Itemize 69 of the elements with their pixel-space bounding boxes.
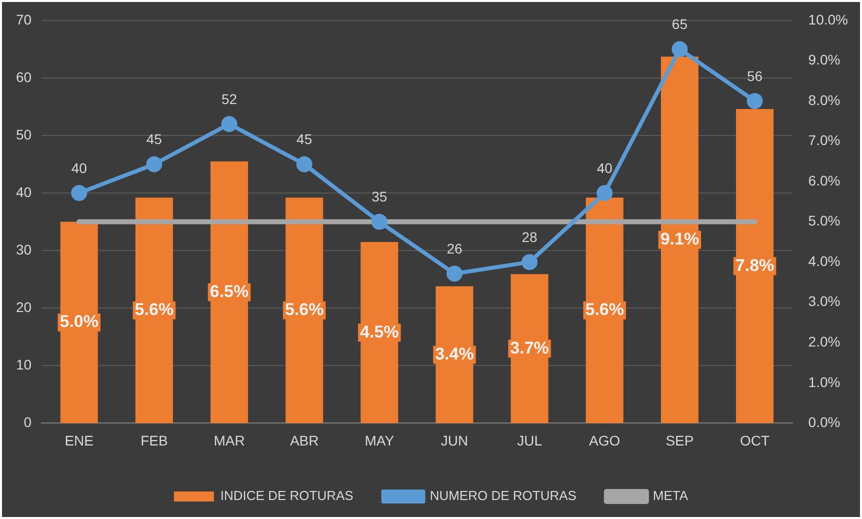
data-label: 3.7% (510, 338, 549, 358)
point (672, 41, 688, 58)
legend-label: NUMERO DE ROTURAS (430, 488, 577, 504)
x-tick-label: JUL (517, 432, 542, 448)
y-tick-label: 40 (16, 184, 32, 200)
y-tick-label: 0 (24, 414, 32, 430)
bar (360, 242, 398, 424)
point (446, 266, 462, 282)
point (371, 214, 388, 230)
y2-tick-label: 3.0% (808, 293, 840, 310)
legend-label: INDICE DE ROTURAS (220, 488, 354, 504)
data-label: 5.6% (284, 300, 324, 320)
data-label: 5.6% (134, 300, 174, 320)
bar (660, 56, 698, 424)
data-label: 65 (672, 16, 688, 32)
x-tick-label: ENE (64, 432, 94, 448)
x-tick-label: MAY (364, 432, 395, 448)
data-label: 35 (372, 188, 388, 205)
bar (210, 161, 248, 424)
point (746, 92, 763, 109)
y2-tick-label: 0.0% (808, 414, 840, 430)
data-label: 45 (296, 131, 312, 148)
bar (135, 198, 173, 424)
x-tick-label: MAR (214, 432, 245, 448)
y2-tick-label: 4.0% (808, 252, 840, 269)
data-label: 6.5% (210, 282, 249, 301)
data-label: 4.5% (360, 322, 399, 342)
y2-tick-label: 9.0% (808, 52, 840, 68)
y2-tick-label: 5.0% (808, 212, 840, 229)
data-label: 3.4% (435, 344, 474, 364)
legend-label: META (652, 488, 688, 504)
bar (286, 198, 324, 424)
y-tick-label: 50 (16, 126, 32, 142)
y-tick-label: 30 (16, 241, 32, 258)
point (522, 254, 538, 270)
y2-tick-label: 8.0% (808, 92, 840, 108)
data-label: 5.6% (585, 300, 624, 320)
y-tick-label: 10 (16, 356, 32, 373)
point (596, 185, 613, 202)
data-label: 5.0% (60, 312, 98, 332)
y-tick-label: 60 (16, 68, 32, 85)
x-tick-label: AGO (589, 432, 620, 448)
bar (736, 109, 774, 424)
point (221, 116, 238, 132)
data-label: 56 (746, 68, 763, 84)
y2-tick-label: 1.0% (808, 374, 840, 390)
y-tick-label: 70 (16, 11, 32, 28)
y-tick-label: 20 (16, 298, 32, 315)
y2-tick-label: 6.0% (808, 172, 840, 188)
point (296, 156, 312, 172)
data-label: 26 (446, 240, 462, 256)
y2-tick-label: 7.0% (808, 132, 840, 148)
x-tick-label: SEP (666, 432, 694, 448)
x-tick-label: JUN (440, 432, 468, 448)
point (146, 156, 162, 172)
y2-tick-label: 10.0% (808, 11, 848, 28)
data-label: 52 (221, 90, 238, 107)
data-label: 7.8% (735, 256, 774, 275)
data-label: 45 (146, 131, 162, 148)
y2-tick-label: 2.0% (808, 334, 840, 350)
data-label: 40 (596, 160, 613, 176)
data-label: 28 (522, 228, 538, 245)
data-label: 40 (71, 160, 88, 176)
point (71, 185, 88, 202)
x-tick-label: FEB (140, 432, 168, 448)
x-tick-label: ABR (290, 432, 319, 448)
data-label: 9.1% (660, 230, 700, 249)
bar (60, 222, 98, 424)
x-tick-label: OCT (740, 432, 770, 448)
